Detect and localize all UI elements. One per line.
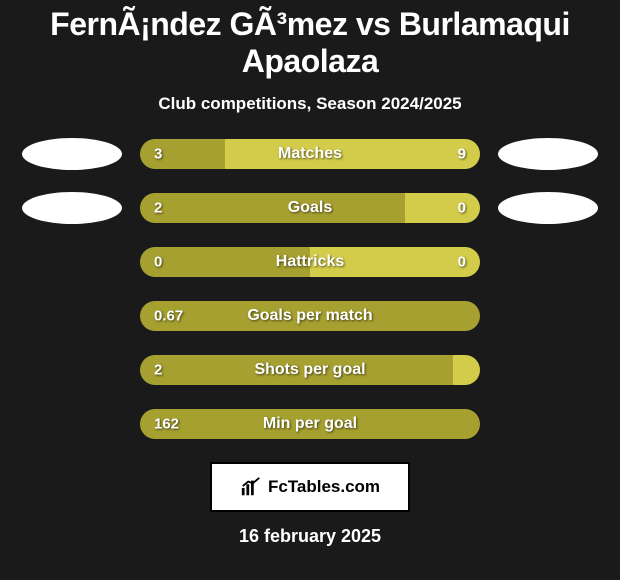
photo-spacer (498, 408, 598, 440)
photo-spacer (22, 354, 122, 386)
photo-spacer (22, 246, 122, 278)
photo-spacer (22, 408, 122, 440)
stat-row: 0 0 Hattricks (0, 246, 620, 278)
photo-spacer (498, 300, 598, 332)
stat-value-left: 2 (154, 200, 162, 217)
stat-label: Matches (278, 145, 342, 163)
stat-label: Shots per goal (254, 361, 365, 379)
bar-seg-left (140, 193, 405, 223)
stat-value-right: 0 (458, 254, 466, 271)
stat-value-right: 0 (458, 200, 466, 217)
stat-value-right: 9 (458, 146, 466, 163)
stat-row: 2 Shots per goal (0, 354, 620, 386)
bar-seg-right (225, 139, 480, 169)
stat-value-left: 0 (154, 254, 162, 271)
bar-seg-right (453, 355, 480, 385)
stat-value-left: 2 (154, 362, 162, 379)
stat-value-left: 3 (154, 146, 162, 163)
stats-list: 3 9 Matches 2 0 Goals 0 0 Hattricks 0.67 Goals per… (0, 138, 620, 440)
stat-label: Min per goal (263, 415, 357, 433)
player-left-photo (22, 192, 122, 224)
footer: FcTables.com 16 february 2025 (0, 462, 620, 547)
stat-row: 3 9 Matches (0, 138, 620, 170)
stat-bar: 162 Min per goal (140, 409, 480, 439)
brand-text: FcTables.com (268, 477, 380, 497)
brand-chart-icon (240, 476, 262, 498)
photo-spacer (498, 246, 598, 278)
stat-bar: 0.67 Goals per match (140, 301, 480, 331)
bar-seg-right (405, 193, 480, 223)
stat-label: Goals (288, 199, 332, 217)
stat-row: 0.67 Goals per match (0, 300, 620, 332)
stat-value-left: 162 (154, 416, 179, 433)
infographic-container: FernÃ¡ndez GÃ³mez vs Burlamaqui Apaolaza… (0, 0, 620, 547)
stat-bar: 2 0 Goals (140, 193, 480, 223)
stat-bar: 2 Shots per goal (140, 355, 480, 385)
photo-spacer (498, 354, 598, 386)
subtitle: Club competitions, Season 2024/2025 (0, 94, 620, 114)
bar-seg-left (140, 139, 225, 169)
stat-row: 162 Min per goal (0, 408, 620, 440)
stat-label: Goals per match (247, 307, 372, 325)
player-right-photo (498, 138, 598, 170)
date-text: 16 february 2025 (239, 526, 381, 547)
stat-value-left: 0.67 (154, 308, 183, 325)
player-left-photo (22, 138, 122, 170)
stat-bar: 3 9 Matches (140, 139, 480, 169)
brand-badge: FcTables.com (210, 462, 410, 512)
stat-bar: 0 0 Hattricks (140, 247, 480, 277)
photo-spacer (22, 300, 122, 332)
stat-row: 2 0 Goals (0, 192, 620, 224)
page-title: FernÃ¡ndez GÃ³mez vs Burlamaqui Apaolaza (0, 6, 620, 80)
stat-label: Hattricks (276, 253, 344, 271)
player-right-photo (498, 192, 598, 224)
